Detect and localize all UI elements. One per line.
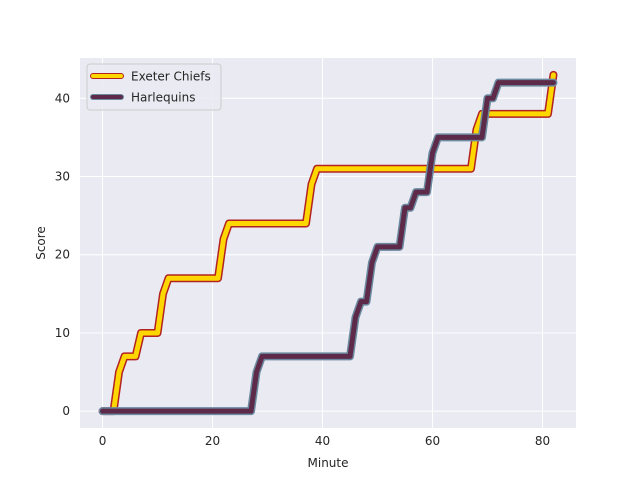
y-tick-label: 20 (55, 248, 70, 262)
legend-label-exeter-chiefs: Exeter Chiefs (131, 70, 211, 84)
x-tick-label: 20 (205, 434, 220, 448)
x-tick-label: 0 (99, 434, 107, 448)
tick-labels: 0 20 40 60 80 0 10 20 30 40 (55, 91, 550, 448)
series-line-harlequins (100, 80, 556, 414)
x-tick-label: 60 (425, 434, 440, 448)
x-tick-label: 80 (535, 434, 550, 448)
y-tick-label: 0 (62, 404, 70, 418)
series-layer (98, 70, 558, 416)
legend: Exeter Chiefs Harlequins (86, 63, 222, 111)
y-axis-label: Score (34, 226, 48, 260)
x-axis-label: Minute (308, 456, 349, 470)
legend-label-harlequins: Harlequins (131, 91, 195, 105)
y-tick-label: 10 (55, 326, 70, 340)
y-tick-label: 30 (55, 170, 70, 184)
y-tick-label: 40 (55, 91, 70, 105)
x-tick-label: 40 (315, 434, 330, 448)
plot-area (80, 58, 576, 428)
